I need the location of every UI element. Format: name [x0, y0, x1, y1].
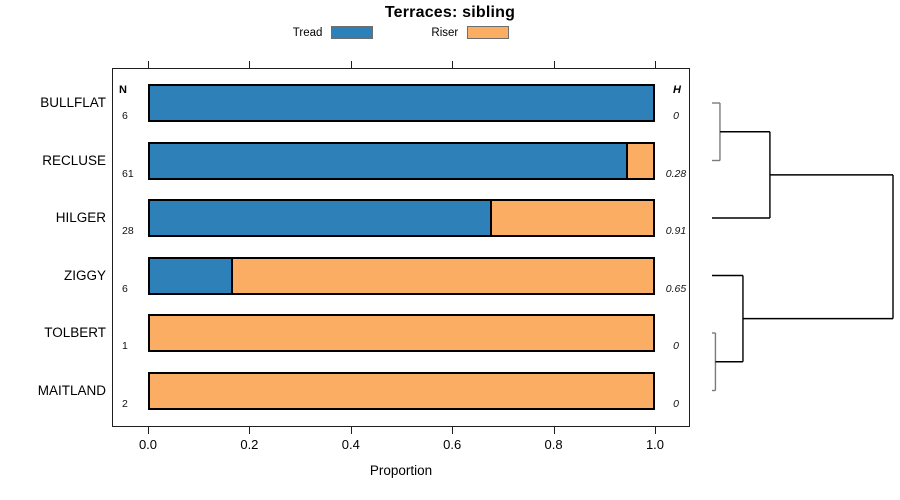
- x-axis-top-tick: [655, 61, 656, 68]
- category-label: RECLUSE: [42, 152, 106, 168]
- x-axis-tick-label: 0.4: [341, 437, 360, 452]
- x-axis-title: Proportion: [369, 463, 433, 478]
- category-label: HILGER: [55, 210, 106, 225]
- tread-segment: [150, 258, 233, 293]
- legend: Tread Riser: [112, 26, 690, 39]
- h-value: 0.91: [665, 225, 687, 237]
- n-value: 6: [122, 110, 128, 122]
- h-column-header: H: [673, 84, 681, 96]
- stacked-bar: [148, 314, 655, 352]
- stacked-bar: [148, 371, 655, 410]
- n-value: 2: [122, 397, 128, 410]
- x-axis-tick: [249, 427, 251, 434]
- stacked-bar: [148, 84, 655, 122]
- plot-area: [112, 68, 690, 427]
- x-axis-tick: [655, 427, 656, 434]
- stacked-bar: [148, 141, 655, 180]
- legend-swatch: [467, 26, 510, 39]
- x-axis-tick-label: 1.0: [645, 437, 665, 452]
- x-axis-tick: [148, 427, 149, 434]
- stacked-bar: [148, 256, 655, 295]
- x-axis-tick: [350, 427, 352, 434]
- stacked-bar: [148, 199, 655, 237]
- chart-title: Terraces: sibling: [384, 4, 516, 21]
- x-axis-top-tick: [350, 61, 352, 68]
- legend-swatch: [331, 26, 374, 39]
- tread-segment: [150, 201, 493, 235]
- x-axis-top-tick: [249, 61, 251, 68]
- n-value: 61: [122, 167, 134, 180]
- category-label: TOLBERT: [44, 325, 106, 340]
- category-label: MAITLAND: [37, 382, 106, 398]
- category-label: ZIGGY: [63, 267, 106, 283]
- x-axis-tick-label: 0.0: [138, 437, 158, 452]
- legend-item-label: Riser: [431, 26, 459, 39]
- riser-segment: [232, 258, 653, 293]
- h-value: 0.28: [665, 167, 687, 180]
- x-axis-tick-label: 0.8: [544, 437, 563, 452]
- x-axis-tick-label: 0.6: [443, 437, 462, 452]
- h-value: 0: [673, 340, 679, 352]
- legend-item-label: Tread: [292, 26, 323, 39]
- x-axis-top-tick: [452, 61, 454, 68]
- n-column-header: N: [119, 84, 127, 96]
- riser-segment: [627, 143, 653, 178]
- riser-segment: [150, 373, 653, 408]
- h-value: 0.65: [665, 282, 687, 295]
- category-label: BULLFLAT: [40, 95, 106, 110]
- legend-item: Riser: [431, 26, 510, 39]
- riser-segment: [150, 316, 653, 350]
- n-value: 6: [122, 282, 128, 295]
- x-axis-tick: [452, 427, 454, 434]
- n-value: 1: [122, 340, 128, 352]
- x-axis-tick-label: 0.2: [240, 437, 259, 452]
- x-axis-top-tick: [553, 61, 555, 68]
- h-value: 0: [673, 397, 679, 410]
- legend-item: Tread: [293, 26, 374, 39]
- x-axis-top-tick: [148, 61, 149, 68]
- x-axis-tick: [553, 427, 555, 434]
- n-value: 28: [122, 225, 134, 237]
- tread-segment: [150, 143, 628, 178]
- riser-segment: [492, 201, 653, 235]
- h-value: 0: [673, 110, 679, 122]
- tread-segment: [150, 86, 653, 120]
